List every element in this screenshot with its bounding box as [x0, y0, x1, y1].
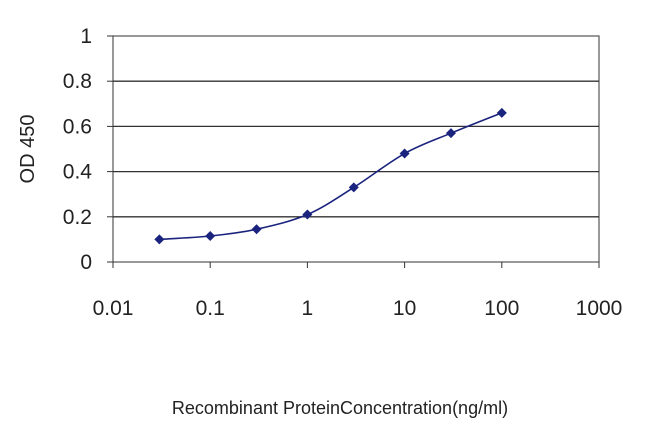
data-point [399, 148, 410, 159]
y-tick-label: 1 [80, 25, 92, 48]
y-axis-ticks: 0 0.2 0.4 0.6 0.8 1 [63, 25, 113, 274]
data-point [205, 231, 216, 242]
grid-lines [113, 80, 599, 218]
x-tick-label: 1000 [576, 297, 623, 320]
x-tick-label: 1 [302, 297, 314, 320]
data-point [302, 209, 313, 220]
y-tick-label: 0 [80, 251, 92, 274]
x-tick-label: 0.01 [93, 297, 134, 320]
y-tick-label: 0.8 [63, 70, 92, 93]
x-tick-label: 0.1 [196, 297, 225, 320]
data-point [348, 182, 359, 193]
x-axis-title: Recombinant ProteinConcentration(ng/ml) [172, 398, 508, 418]
x-tick-label: 100 [484, 297, 519, 320]
data-point [154, 234, 165, 245]
data-point [251, 224, 262, 235]
x-tick-label: 10 [393, 297, 416, 320]
y-axis-title: OD 450 [17, 115, 39, 184]
y-tick-label: 0.2 [63, 206, 92, 229]
series-layer [154, 107, 507, 245]
data-point [496, 107, 507, 118]
x-axis-ticks: 0.01 0.1 1 10 100 1000 [93, 262, 623, 320]
y-tick-label: 0.6 [63, 115, 92, 138]
y-tick-label: 0.4 [63, 161, 93, 184]
data-point [445, 128, 456, 139]
plot-area [112, 35, 600, 263]
